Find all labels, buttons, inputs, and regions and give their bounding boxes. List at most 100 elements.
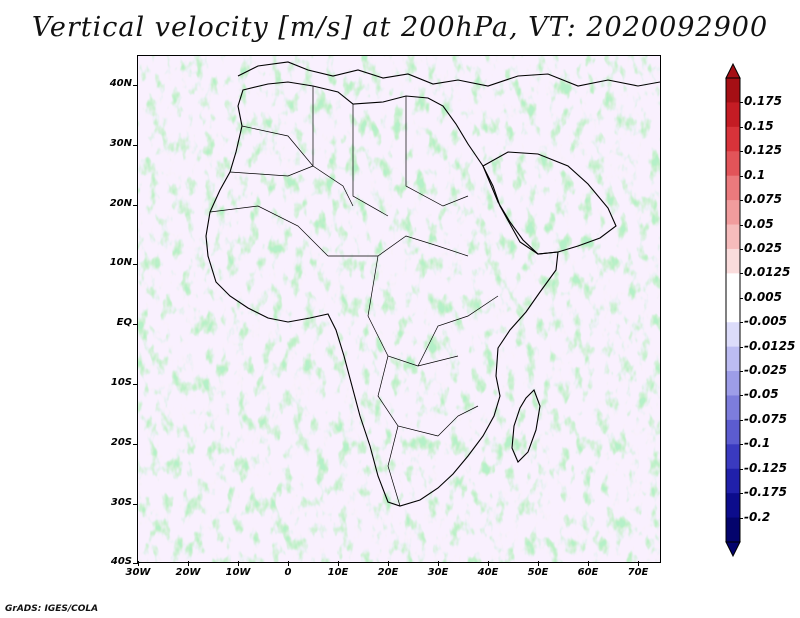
colorbar-swatch bbox=[726, 346, 740, 372]
lon-label: 40E bbox=[477, 567, 499, 578]
lat-tick bbox=[133, 144, 138, 146]
europe-coastline bbox=[237, 61, 660, 87]
lat-label: 40S bbox=[110, 556, 132, 568]
colorbar-swatch bbox=[726, 78, 740, 103]
map-panel bbox=[137, 55, 661, 563]
lat-label: 10S bbox=[110, 377, 132, 388]
colorbar-swatch bbox=[726, 493, 740, 519]
colorbar-tick bbox=[740, 371, 743, 373]
colorbar-label: 0.05 bbox=[744, 216, 774, 231]
colorbar-tick bbox=[740, 322, 743, 324]
lon-tick bbox=[588, 561, 589, 566]
lat-label: 10N bbox=[109, 257, 132, 269]
colorbar-label: -0.2 bbox=[744, 509, 771, 524]
colorbar-tick bbox=[740, 248, 743, 250]
colorbar-swatch bbox=[726, 444, 740, 470]
colorbar-swatch bbox=[726, 371, 740, 396]
colorbar-max-arrow bbox=[725, 62, 741, 79]
lat-label: EQ bbox=[116, 317, 132, 329]
lat-tick bbox=[133, 443, 138, 445]
madagascar-coastline bbox=[511, 389, 541, 463]
colorbar-label: 0.175 bbox=[744, 94, 782, 109]
grads-credit: GrADS: IGES/COLA bbox=[5, 604, 99, 614]
colorbar-swatch bbox=[726, 248, 740, 274]
colorbar-tick bbox=[740, 200, 743, 202]
colorbar-swatch bbox=[726, 395, 740, 421]
colorbar-tick bbox=[740, 395, 743, 397]
colorbar-label: -0.005 bbox=[744, 314, 787, 329]
colorbar-label: -0.125 bbox=[744, 460, 787, 475]
lat-label: 30N bbox=[109, 137, 132, 149]
colorbar-label: -0.05 bbox=[744, 387, 779, 402]
colorbar-label: -0.175 bbox=[744, 485, 787, 500]
colorbar-label: -0.1 bbox=[744, 436, 771, 451]
colorbar-label: -0.025 bbox=[744, 363, 787, 378]
lon-label: 50E bbox=[527, 567, 549, 578]
lon-tick bbox=[138, 561, 139, 566]
lon-tick bbox=[638, 561, 639, 566]
colorbar-swatch bbox=[726, 297, 740, 323]
colorbar-swatch bbox=[726, 517, 740, 543]
lon-label: 0 bbox=[284, 567, 292, 578]
velocity-field bbox=[138, 56, 660, 562]
colorbar-swatch bbox=[726, 102, 740, 128]
lon-tick bbox=[338, 561, 339, 566]
velocity-map bbox=[138, 56, 660, 562]
africa-coastline bbox=[205, 81, 559, 507]
chart-title: Vertical velocity [m/s] at 200hPa, VT: 2… bbox=[31, 12, 769, 43]
lat-tick bbox=[133, 384, 138, 385]
country-borders bbox=[209, 86, 499, 507]
colorbar-tick bbox=[740, 468, 743, 470]
colorbar-swatch bbox=[726, 273, 740, 299]
colorbar-tick bbox=[740, 126, 743, 128]
colorbar-tick bbox=[740, 346, 743, 348]
colorbar-swatch bbox=[726, 126, 740, 152]
lat-tick bbox=[133, 503, 138, 505]
lon-tick bbox=[538, 561, 539, 566]
colorbar-tick bbox=[740, 493, 743, 495]
colorbar-label: 0.025 bbox=[744, 240, 782, 255]
colorbar-swatch bbox=[726, 151, 740, 177]
colorbar-label: 0.0125 bbox=[744, 265, 791, 280]
colorbar-label: -0.0125 bbox=[744, 338, 796, 353]
colorbar-tick bbox=[740, 151, 743, 153]
lon-label: 10W bbox=[225, 567, 251, 578]
lon-label: 20W bbox=[175, 567, 201, 578]
lat-label: 40N bbox=[109, 78, 132, 89]
colorbar-tick bbox=[740, 224, 743, 226]
colorbar-tick bbox=[740, 444, 743, 446]
colorbar-swatch bbox=[726, 468, 740, 494]
colorbar-label: 0.075 bbox=[744, 192, 782, 207]
lat-tick bbox=[133, 204, 138, 206]
colorbar bbox=[725, 62, 741, 558]
lon-label: 30E bbox=[427, 567, 449, 578]
lon-label: 10E bbox=[327, 567, 349, 578]
lat-tick bbox=[133, 85, 138, 86]
lon-tick bbox=[288, 561, 289, 566]
colorbar-tick bbox=[740, 273, 743, 275]
colorbar-swatch bbox=[726, 200, 740, 226]
lat-tick bbox=[133, 563, 138, 565]
lon-label: 20E bbox=[377, 567, 399, 578]
colorbar-tick bbox=[740, 297, 743, 299]
colorbar-tick bbox=[740, 419, 743, 421]
lon-tick bbox=[188, 561, 189, 566]
colorbar-label: -0.075 bbox=[744, 411, 787, 426]
lat-label: 20S bbox=[110, 436, 132, 448]
colorbar-tick bbox=[740, 102, 743, 104]
arabia-coastline bbox=[482, 151, 617, 255]
lon-tick bbox=[438, 561, 439, 566]
lon-tick bbox=[238, 561, 239, 566]
colorbar-swatch bbox=[726, 322, 740, 348]
colorbar-tick bbox=[740, 517, 743, 519]
lon-label: 60E bbox=[577, 567, 599, 578]
colorbar-label: 0.1 bbox=[744, 167, 766, 182]
colorbar-swatch bbox=[726, 224, 740, 250]
lat-tick bbox=[133, 264, 138, 266]
lon-label: 70E bbox=[627, 567, 649, 578]
lon-tick bbox=[388, 561, 389, 566]
colorbar-swatch bbox=[726, 419, 740, 445]
colorbar-min-arrow bbox=[725, 541, 741, 558]
lon-label: 30W bbox=[125, 567, 151, 578]
lat-tick bbox=[133, 324, 138, 326]
